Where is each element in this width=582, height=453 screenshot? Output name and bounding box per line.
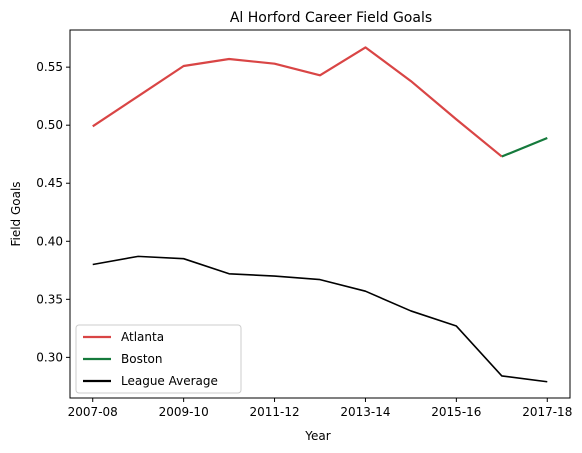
x-tick-label: 2007-08 bbox=[68, 405, 118, 419]
y-tick-label: 0.40 bbox=[36, 234, 63, 248]
plot-area: 0.30 0.35 0.40 0.45 0.50 0.55 2007-08 2009-10 20… bbox=[36, 29, 572, 419]
x-tick-label: 2009-10 bbox=[159, 405, 209, 419]
legend: Atlanta Boston League Average bbox=[75, 324, 242, 394]
chart-title: Al Horford Career Field Goals bbox=[230, 10, 432, 26]
series-line-league-average bbox=[92, 255, 548, 383]
y-tick-label: 0.45 bbox=[36, 176, 63, 190]
legend-box bbox=[75, 324, 242, 394]
y-tick-label: 0.35 bbox=[36, 292, 63, 306]
y-tick-label: 0.55 bbox=[36, 60, 63, 74]
legend-label: Boston bbox=[121, 352, 162, 366]
legend-label: Atlanta bbox=[121, 330, 164, 344]
series-line-atlanta bbox=[92, 46, 503, 158]
legend-label: League Average bbox=[121, 374, 218, 388]
y-tick-label: 0.50 bbox=[36, 118, 63, 132]
x-tick-label: 2017-18 bbox=[522, 405, 572, 419]
y-tick-label: 0.30 bbox=[36, 350, 63, 364]
plot-frame bbox=[69, 29, 571, 399]
y-axis-title: Field Goals bbox=[9, 181, 23, 246]
x-tick-label: 2013-14 bbox=[340, 405, 390, 419]
x-axis-title: Year bbox=[304, 429, 330, 443]
x-tick-label: 2015-16 bbox=[431, 405, 481, 419]
x-tick-label: 2011-12 bbox=[249, 405, 299, 419]
series-line-boston bbox=[501, 136, 548, 158]
